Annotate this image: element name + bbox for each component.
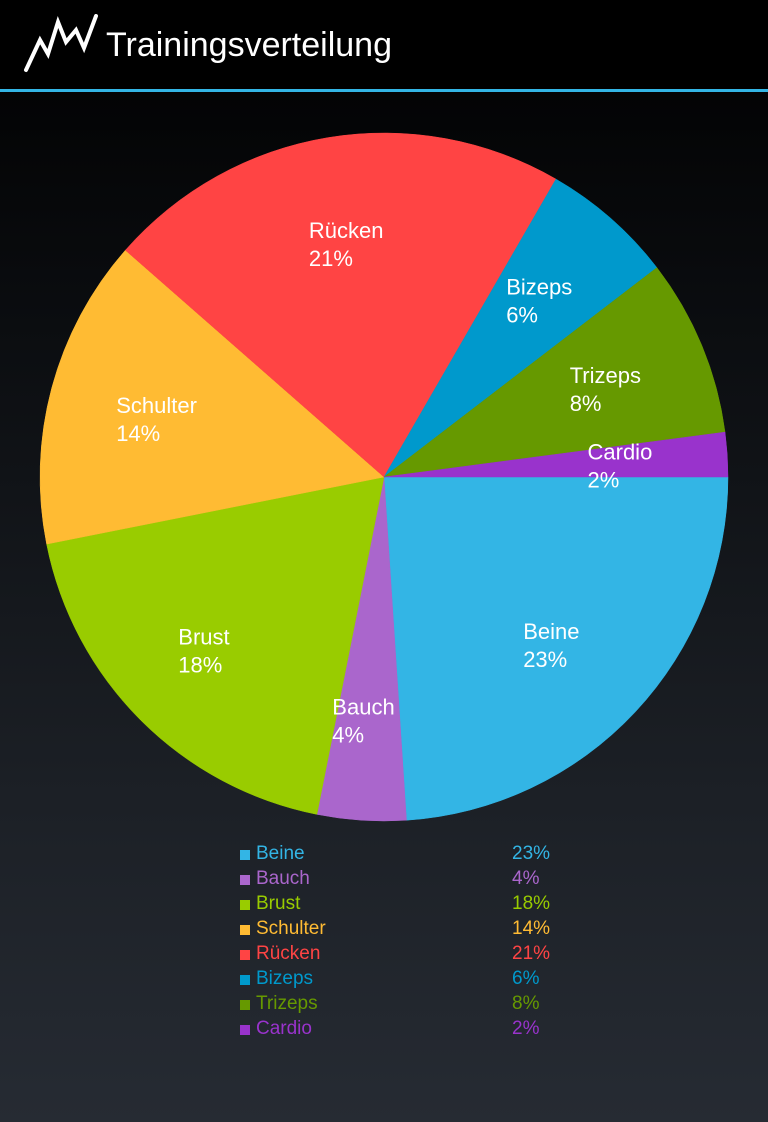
legend-percent: 8% — [512, 993, 540, 1014]
slice-label-brust: Brust — [178, 625, 229, 650]
slice-percent-bizeps: 6% — [506, 303, 538, 328]
slice-percent-cardio: 2% — [588, 467, 620, 492]
legend-percent: 2% — [512, 1018, 540, 1039]
legend-swatch — [240, 925, 250, 935]
legend-item-bizeps: Bizeps 6% — [240, 967, 570, 992]
zigzag-graph-icon — [24, 14, 98, 72]
legend-swatch — [240, 1000, 250, 1010]
legend-swatch — [240, 1025, 250, 1035]
slice-percent-beine: 23% — [523, 647, 567, 672]
legend-label: Beine — [256, 843, 305, 864]
slice-label-trizeps: Trizeps — [570, 363, 641, 388]
pie-slice-cardio — [383, 431, 729, 478]
slice-percent-bauch: 4% — [332, 723, 364, 748]
slice-percent-rücken: 21% — [309, 246, 353, 271]
slice-label-bauch: Bauch — [332, 695, 394, 720]
legend-swatch — [240, 950, 250, 960]
slice-label-rücken: Rücken — [309, 218, 384, 243]
legend-percent: 18% — [512, 893, 551, 914]
legend-item-schulter: Schulter 14% — [240, 917, 570, 942]
pie-slice-brust — [46, 476, 385, 815]
slice-percent-schulter: 14% — [116, 421, 160, 446]
chart-legend: Beine 23% Bauch 4% Brust 18% Schulter 14% Rücken… — [240, 842, 570, 1042]
legend-percent: 14% — [512, 918, 551, 939]
page-title: Trainingsverteilung — [106, 26, 392, 64]
pie-slice-rücken — [125, 132, 557, 478]
action-bar: Trainingsverteilung — [0, 0, 768, 90]
slice-percent-trizeps: 8% — [570, 391, 602, 416]
pie-slice-schulter — [39, 249, 385, 545]
legend-swatch — [240, 875, 250, 885]
legend-label: Rücken — [256, 943, 321, 964]
legend-swatch — [240, 975, 250, 985]
slice-label-beine: Beine — [523, 619, 579, 644]
pie-slice-beine — [383, 476, 729, 821]
legend-label: Brust — [256, 893, 301, 914]
legend-swatch — [240, 900, 250, 910]
legend-percent: 21% — [512, 943, 551, 964]
legend-item-beine: Beine 23% — [240, 842, 570, 867]
legend-item-brust: Brust 18% — [240, 892, 570, 917]
legend-item-trizeps: Trizeps 8% — [240, 992, 570, 1017]
legend-item-rücken: Rücken 21% — [240, 942, 570, 967]
pie-chart: Beine 23% Bauch 4% Brust 18% Schulter 14% Rücken… — [39, 132, 729, 822]
legend-percent: 6% — [512, 968, 540, 989]
legend-item-cardio: Cardio 2% — [240, 1017, 570, 1042]
slice-percent-brust: 18% — [178, 653, 222, 678]
legend-percent: 4% — [512, 868, 540, 889]
pie-slice-bizeps — [383, 178, 658, 478]
legend-label: Trizeps — [256, 993, 318, 1014]
action-bar-divider — [0, 89, 768, 92]
legend-label: Schulter — [256, 918, 326, 939]
legend-swatch — [240, 850, 250, 860]
slice-label-cardio: Cardio — [588, 439, 653, 464]
slice-label-bizeps: Bizeps — [506, 275, 572, 300]
pie-slice-trizeps — [383, 267, 726, 478]
legend-item-bauch: Bauch 4% — [240, 867, 570, 892]
legend-percent: 23% — [512, 843, 551, 864]
legend-label: Cardio — [256, 1018, 312, 1039]
legend-label: Bizeps — [256, 968, 314, 989]
legend-label: Bauch — [256, 868, 310, 889]
slice-label-schulter: Schulter — [116, 393, 197, 418]
